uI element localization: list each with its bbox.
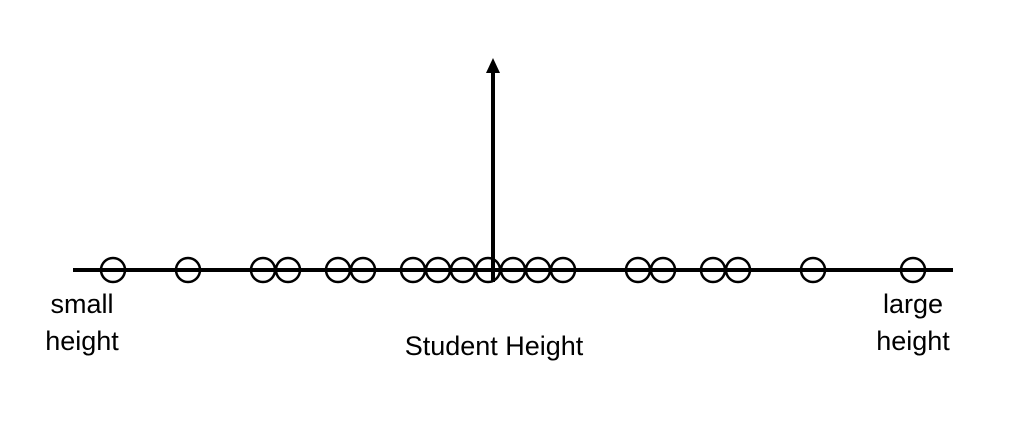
data-point-19 [899, 256, 927, 284]
right-label-line-1: large [883, 289, 943, 319]
axis-label: Student Height [405, 331, 584, 361]
data-point-2 [174, 256, 202, 284]
data-point-1 [99, 256, 127, 284]
left-label-line-2: height [45, 326, 119, 356]
data-point-15 [649, 256, 677, 284]
data-point-13 [549, 256, 577, 284]
data-point-17 [724, 256, 752, 284]
data-point-18 [799, 256, 827, 284]
data-point-6 [349, 256, 377, 284]
left-label-line-1: small [50, 289, 113, 319]
mean-arrow-head [486, 58, 500, 73]
right-label-line-2: height [876, 326, 950, 356]
data-point-4 [274, 256, 302, 284]
data-points [99, 256, 927, 284]
